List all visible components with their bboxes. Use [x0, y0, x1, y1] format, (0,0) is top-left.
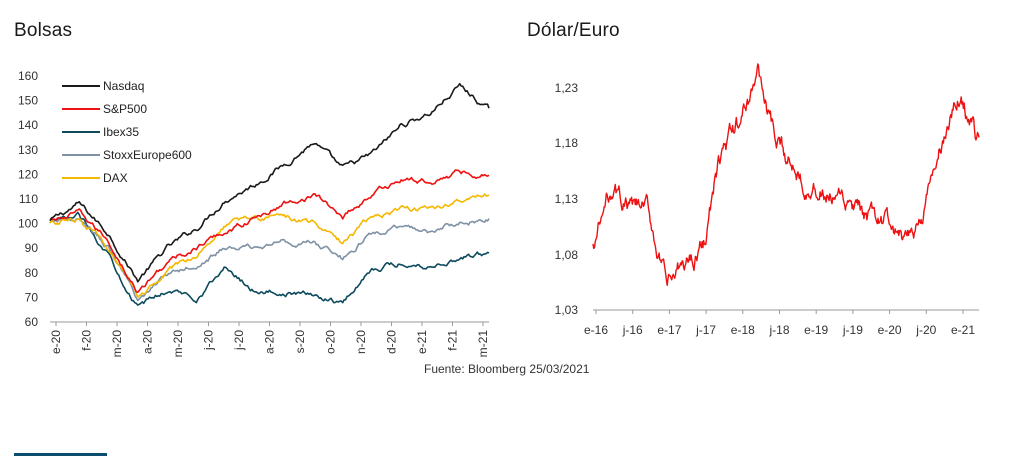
y-tick-label: 130: [18, 143, 38, 157]
series-line-dax: [49, 193, 490, 298]
legend-label-ibex35: Ibex35: [103, 125, 139, 139]
y-tick-label: 120: [18, 167, 38, 181]
x-tick-label: a-20: [263, 330, 277, 354]
series-line-s-p500: [49, 169, 490, 293]
y-tick-label: 1,08: [555, 248, 579, 262]
legend-label-stoxxeurope600: StoxxEurope600: [103, 148, 192, 162]
y-tick-label: 140: [18, 118, 38, 132]
x-tick-label: e-18: [731, 323, 755, 337]
x-tick-label: j-19: [842, 323, 863, 337]
x-tick-label: f-20: [80, 330, 94, 351]
x-tick-label: j-20: [232, 330, 246, 351]
y-tick-label: 90: [25, 241, 39, 255]
x-tick-label: m-20: [171, 330, 185, 358]
y-tick-label: 160: [18, 69, 38, 83]
series-line-dolar-euro: [592, 63, 980, 286]
x-tick-label: j-20: [202, 330, 216, 351]
legend-label-s-p500: S&P500: [103, 102, 147, 116]
y-tick-label: 110: [19, 192, 38, 206]
x-tick-label: s-20: [293, 330, 307, 354]
y-tick-label: 60: [25, 315, 39, 329]
x-tick-label: d-20: [385, 330, 399, 354]
y-tick-label: 1,18: [555, 136, 579, 150]
y-tick-label: 1,03: [555, 303, 579, 317]
x-tick-label: e-16: [584, 323, 608, 337]
legend-label-nasdaq: Nasdaq: [103, 79, 144, 93]
x-tick-label: e-19: [804, 323, 828, 337]
x-tick-label: j-17: [695, 323, 716, 337]
bolsas-chart: 160 150 140 130 120 110 100 90 80 70 60 e-20 f-20 m-2…: [18, 69, 490, 358]
x-tick-label: e-21: [415, 330, 429, 354]
y-tick-label: 70: [25, 290, 39, 304]
x-tick-label: m-20: [110, 330, 124, 358]
x-tick-label: j-20: [915, 323, 936, 337]
x-tick-label: o-20: [324, 330, 338, 354]
chart-title-bolsas: Bolsas: [14, 20, 73, 41]
x-tick-label: a-20: [141, 330, 155, 354]
x-tick-label: m-21: [476, 330, 490, 358]
y-tick-label: 80: [25, 266, 39, 280]
series-line-ibex35: [49, 211, 490, 306]
chart-title-dolar-euro: Dólar/Euro: [527, 20, 620, 41]
x-tick-label: e-21: [951, 323, 975, 337]
x-tick-label: f-21: [446, 330, 460, 351]
bottom-divider: [14, 453, 107, 456]
y-tick-label: 150: [18, 94, 38, 108]
x-tick-label: e-20: [49, 330, 63, 354]
x-tick-label: j-18: [768, 323, 789, 337]
x-tick-label: e-20: [878, 323, 902, 337]
y-tick-label: 100: [18, 217, 38, 231]
dolar-euro-chart: 1,23 1,18 1,13 1,08 1,03 e-16 j-16 e-17 j-17 e-18…: [555, 63, 980, 337]
x-tick-label: j-16: [622, 323, 643, 337]
source-note: Fuente: Bloomberg 25/03/2021: [424, 362, 590, 376]
series-line-nasdaq: [49, 82, 490, 283]
legend-label-dax: DAX: [103, 171, 128, 185]
x-tick-label: e-17: [657, 323, 681, 337]
y-tick-label: 1,23: [555, 81, 579, 95]
y-tick-label: 1,13: [555, 192, 579, 206]
x-tick-label: n-20: [354, 330, 368, 354]
